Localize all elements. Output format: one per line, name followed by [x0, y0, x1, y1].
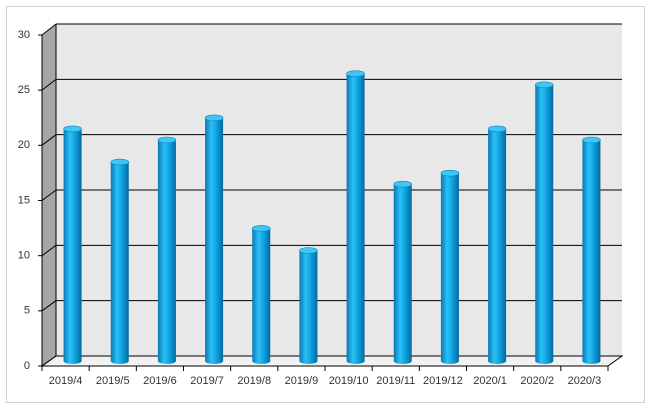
- grid-side: [41, 78, 57, 91]
- floor: [40, 355, 624, 367]
- bar-cap: [440, 169, 460, 177]
- x-tick-label: 2019/10: [329, 375, 369, 387]
- bar: [488, 128, 507, 364]
- grid-side: [41, 23, 57, 36]
- bar-cap: [393, 180, 413, 188]
- x-tick-label: 2019/9: [285, 375, 319, 387]
- grid-side: [41, 244, 57, 257]
- bar: [299, 250, 318, 364]
- bar: [205, 117, 224, 365]
- x-tick-label: 2020/2: [520, 375, 554, 387]
- bar-cap: [157, 136, 177, 144]
- grid: [38, 23, 622, 371]
- bar-cap: [534, 81, 554, 89]
- y-tick-label: 30: [18, 29, 30, 41]
- y-tick-label: 10: [18, 250, 30, 262]
- bar: [393, 184, 412, 364]
- bar-cap: [487, 125, 507, 133]
- y-tick-label: 5: [24, 305, 30, 317]
- x-tick-label: 2019/6: [143, 375, 177, 387]
- bar: [110, 162, 129, 364]
- x-tick-label: 2020/1: [473, 375, 507, 387]
- grid-side: [41, 189, 57, 201]
- y-tick-label: 20: [18, 139, 30, 151]
- x-tick-label: 2019/12: [423, 375, 463, 387]
- grid-side: [41, 300, 57, 312]
- x-tick-label: 2019/7: [190, 375, 224, 387]
- bar: [346, 73, 365, 364]
- bar-cap: [582, 136, 601, 144]
- y-tick-label: 25: [18, 84, 30, 96]
- grid-side: [41, 134, 57, 146]
- bar-cap: [299, 247, 318, 254]
- bar: [63, 128, 82, 364]
- bar: [252, 228, 271, 364]
- bars: [63, 70, 601, 365]
- x-tick-label: 2019/8: [237, 375, 271, 387]
- bar-cap: [63, 125, 82, 133]
- labels: 0 5 10 15 20 25 30 2019/4 2019/5 2019/6 2019/7 2019…: [18, 29, 601, 387]
- x-tick-label: 2019/5: [96, 375, 130, 387]
- bar: [582, 140, 601, 364]
- bar-cap: [204, 114, 224, 122]
- bar-cap: [110, 158, 130, 166]
- x-tick-label: 2019/4: [49, 375, 83, 387]
- x-tick-label: 2020/3: [568, 375, 602, 387]
- y-tick-label: 15: [18, 194, 30, 206]
- bar: [157, 140, 176, 364]
- bar: [440, 173, 459, 364]
- bar: [535, 84, 554, 364]
- bar-cap: [346, 70, 365, 77]
- grid-side: [41, 355, 57, 367]
- y-tick-label: 0: [24, 360, 30, 372]
- x-tick-label: 2019/11: [376, 375, 415, 387]
- bar-cap: [251, 225, 271, 232]
